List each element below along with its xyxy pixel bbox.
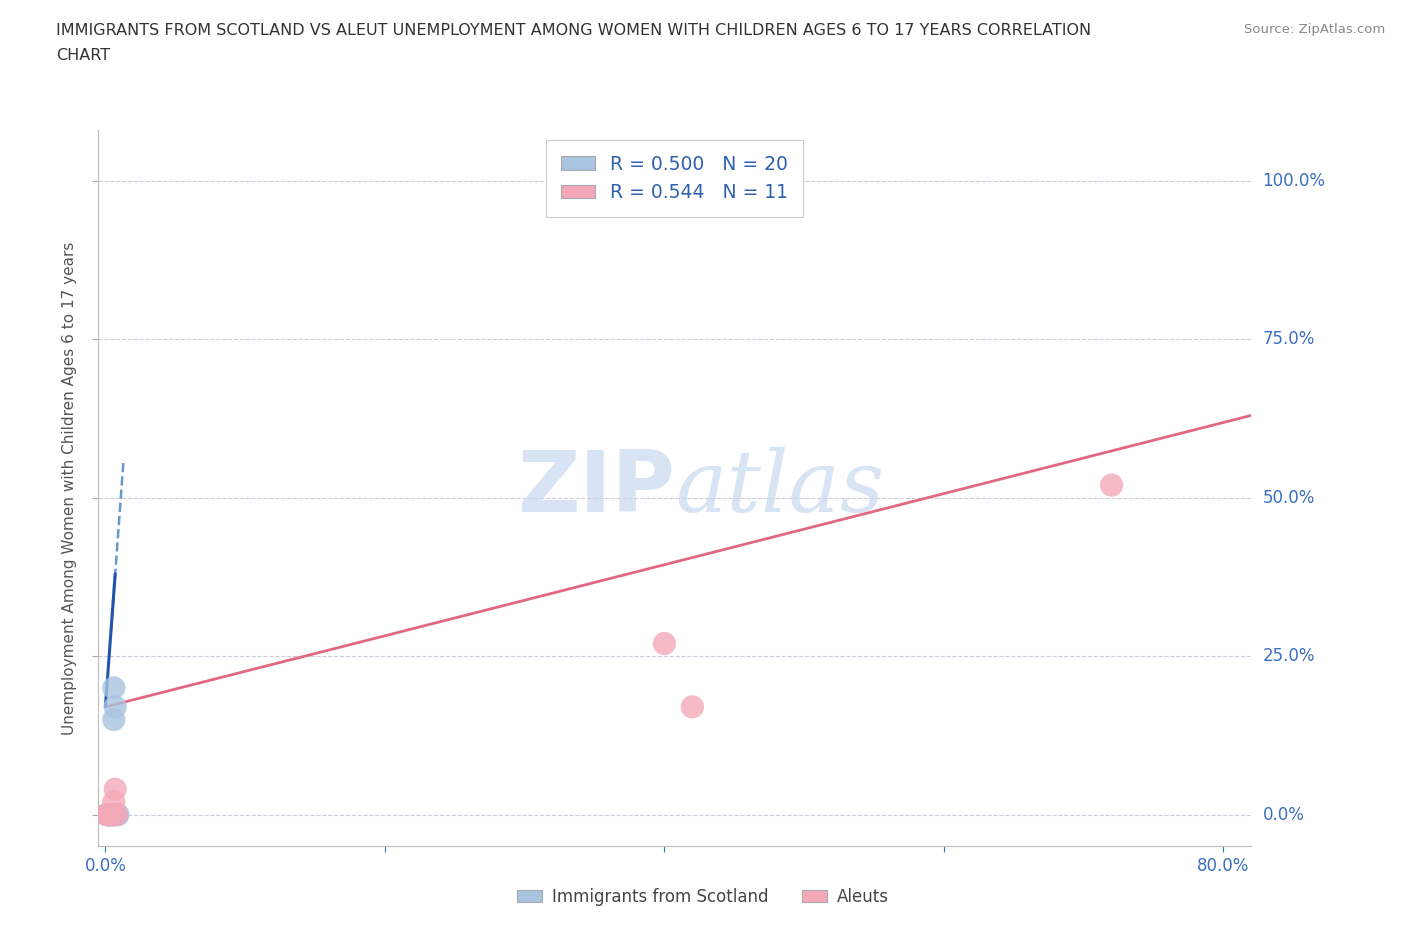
Point [103,794,125,809]
Point [681,699,703,714]
Point [96,807,118,822]
Point [107,807,129,822]
Point [104,807,127,822]
Point [104,807,127,822]
Point [100,807,122,822]
Text: 25.0%: 25.0% [1263,647,1315,665]
Point [98,807,121,822]
Point [97,807,120,822]
Y-axis label: Unemployment Among Women with Children Ages 6 to 17 years: Unemployment Among Women with Children A… [62,242,77,735]
Text: Source: ZipAtlas.com: Source: ZipAtlas.com [1244,23,1385,36]
Point [98,807,121,822]
Point [98,807,121,822]
Point [97,807,120,822]
Point [103,712,125,727]
Text: atlas: atlas [675,447,884,529]
Point [96,807,118,822]
Point [96,807,118,822]
Text: IMMIGRANTS FROM SCOTLAND VS ALEUT UNEMPLOYMENT AMONG WOMEN WITH CHILDREN AGES 6 : IMMIGRANTS FROM SCOTLAND VS ALEUT UNEMPL… [56,23,1091,38]
Point [103,681,125,696]
Text: 50.0%: 50.0% [1263,489,1315,507]
Point [1101,478,1123,493]
Point [100,807,122,822]
Point [101,807,124,822]
Legend: Immigrants from Scotland, Aleuts: Immigrants from Scotland, Aleuts [510,881,896,912]
Point [105,807,128,822]
Point [101,807,124,822]
Text: 100.0%: 100.0% [1263,172,1326,190]
Point [101,807,124,822]
Point [101,807,124,822]
Text: 0.0%: 0.0% [1263,805,1305,824]
Text: CHART: CHART [56,48,110,63]
Point [104,699,127,714]
Text: ZIP: ZIP [517,446,675,530]
Point [654,636,676,651]
Point [100,807,122,822]
Point [100,807,122,822]
Point [104,782,127,797]
Point [105,807,128,822]
Legend: R = 0.500   N = 20, R = 0.544   N = 11: R = 0.500 N = 20, R = 0.544 N = 11 [547,140,803,217]
Point [97,807,120,822]
Text: 75.0%: 75.0% [1263,330,1315,349]
Point [98,807,121,822]
